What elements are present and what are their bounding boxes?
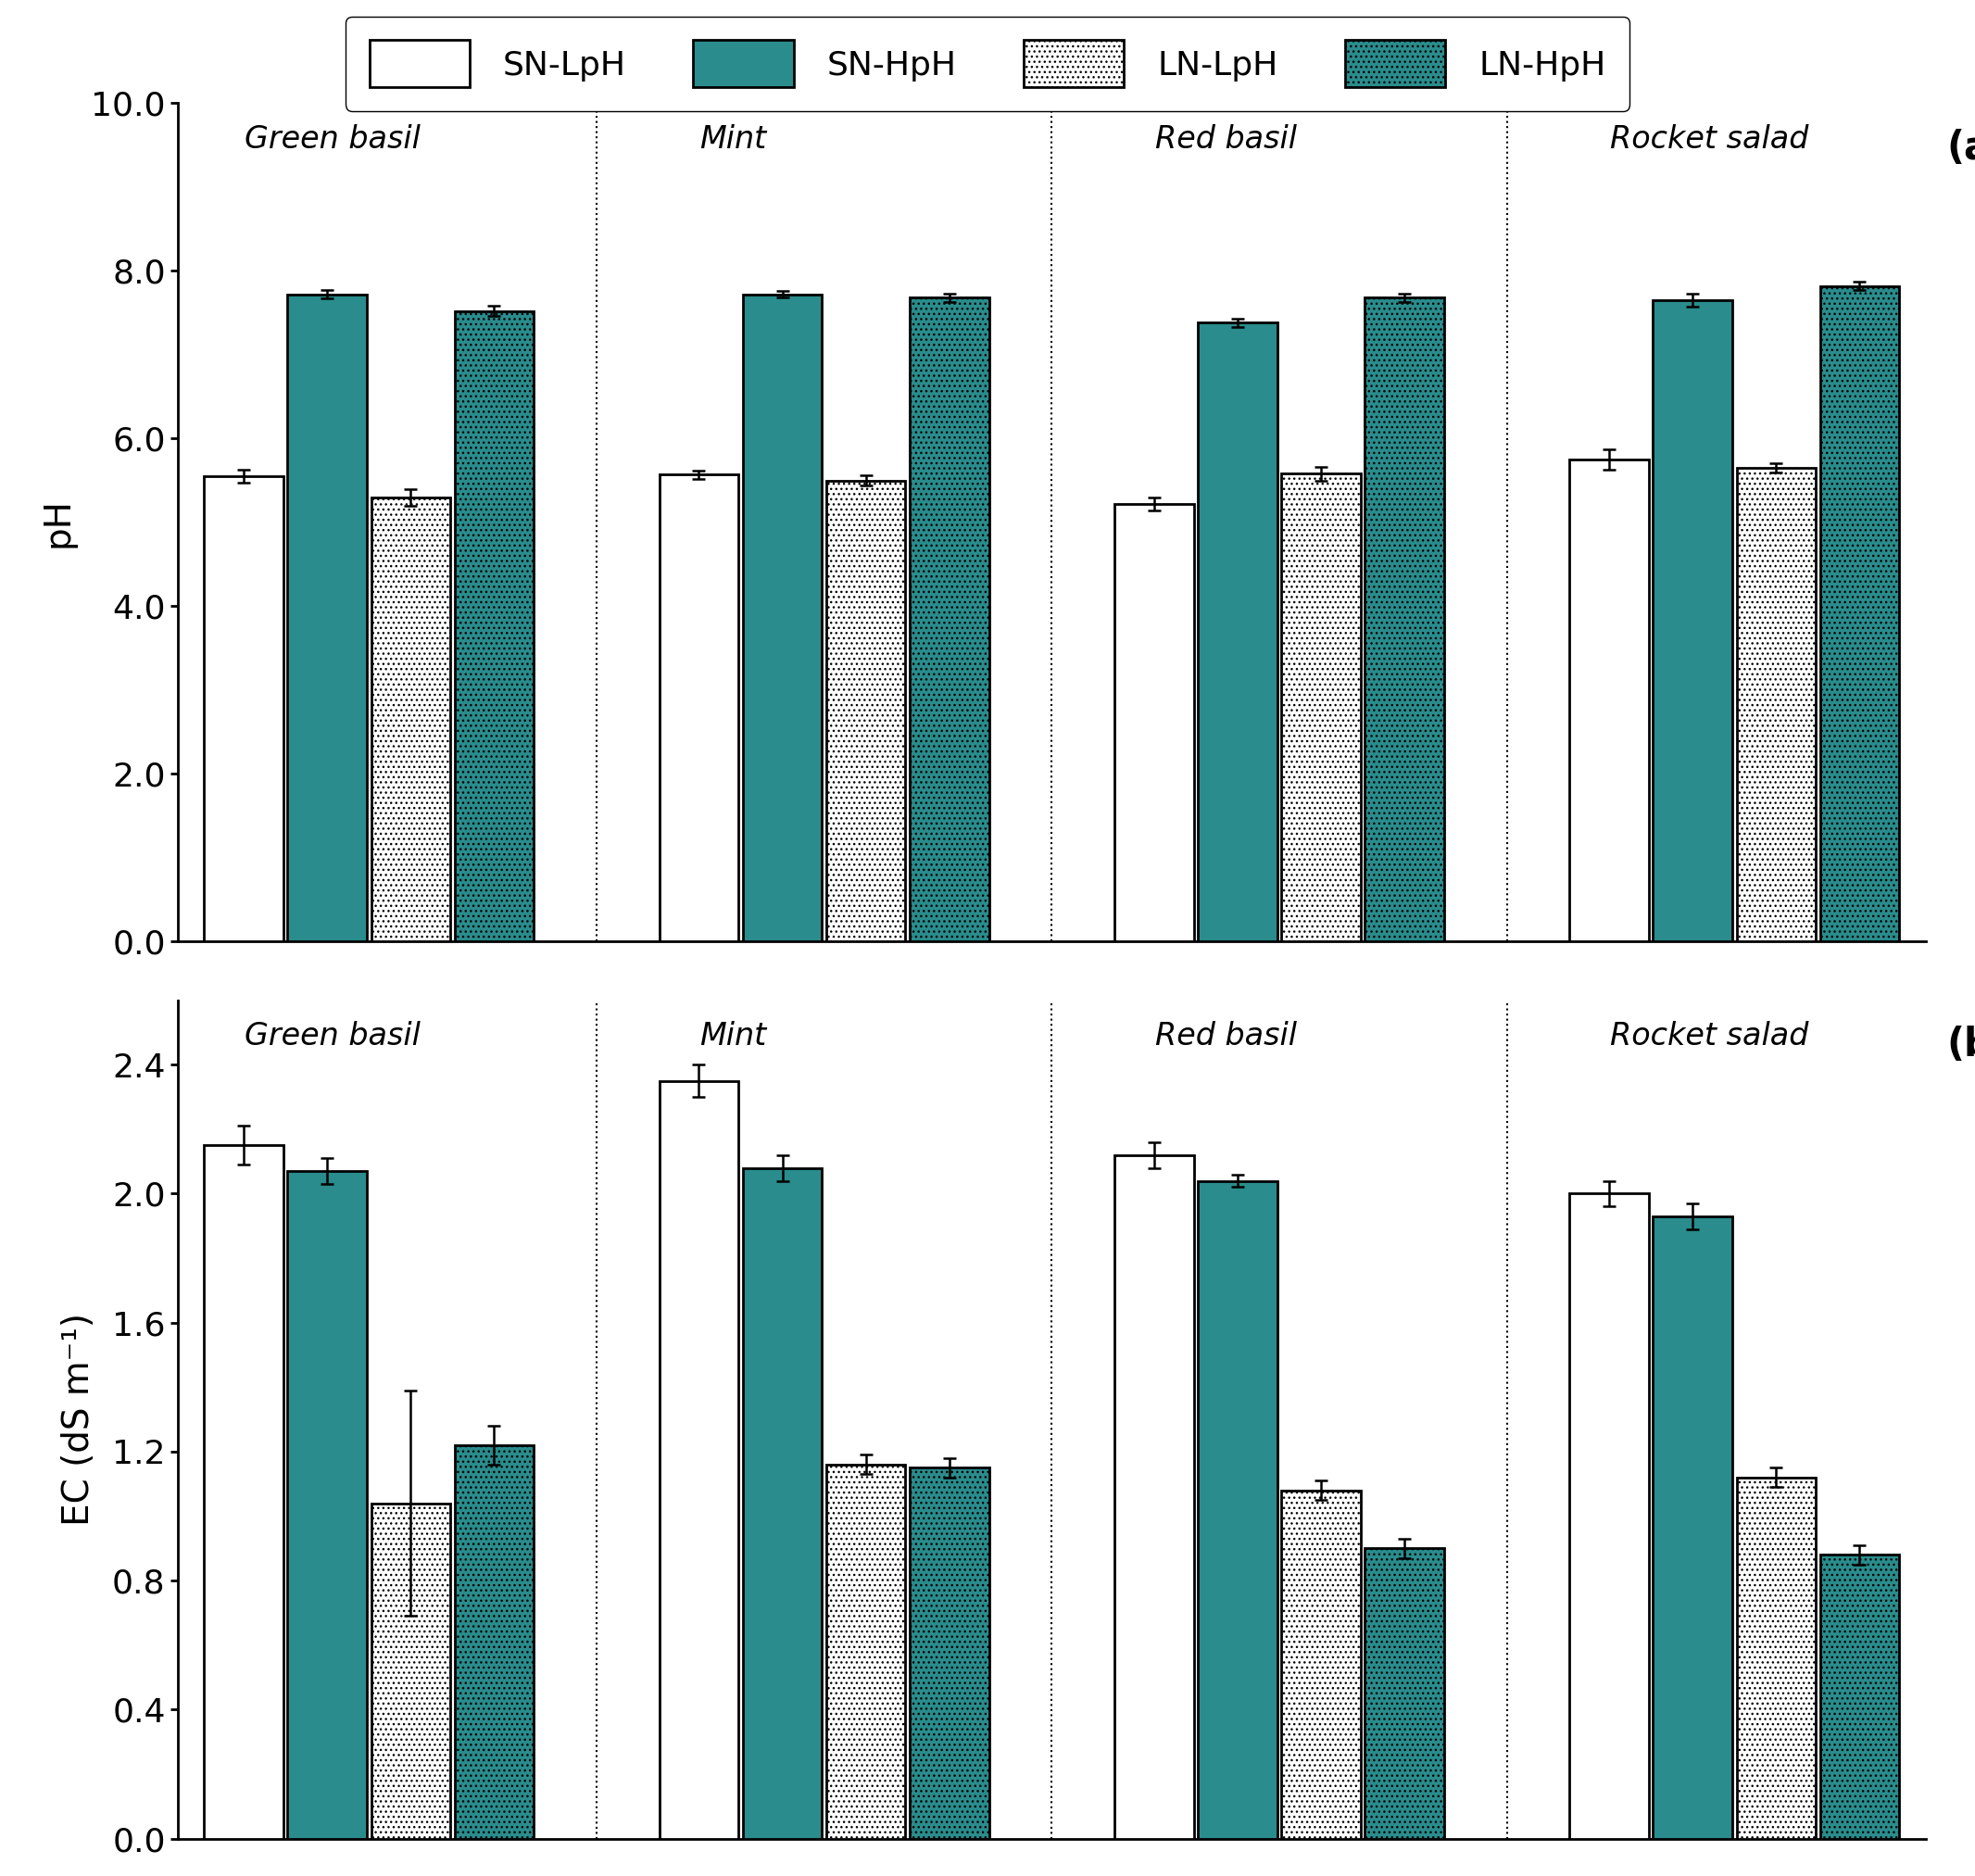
- Text: Rocket salad: Rocket salad: [1610, 124, 1809, 154]
- Bar: [1821, 1555, 1900, 1838]
- Text: Mint: Mint: [699, 124, 766, 154]
- Bar: [371, 497, 450, 942]
- Text: Green basil: Green basil: [245, 124, 421, 154]
- Y-axis label: EC (dS m⁻¹): EC (dS m⁻¹): [61, 1313, 97, 1525]
- Text: (a): (a): [1947, 128, 1975, 167]
- Text: Red basil: Red basil: [1155, 124, 1298, 154]
- Text: Green basil: Green basil: [245, 1021, 421, 1052]
- Bar: [743, 295, 822, 942]
- Text: Red basil: Red basil: [1155, 1021, 1298, 1052]
- Bar: [1365, 1548, 1444, 1838]
- Bar: [288, 1171, 367, 1838]
- Bar: [910, 298, 989, 942]
- Bar: [1653, 1216, 1732, 1838]
- Bar: [910, 1467, 989, 1838]
- Bar: [454, 1445, 533, 1838]
- Bar: [1570, 1193, 1649, 1838]
- Bar: [203, 477, 282, 942]
- Bar: [371, 1503, 450, 1838]
- Bar: [454, 311, 533, 942]
- Y-axis label: pH: pH: [40, 497, 75, 548]
- Bar: [1282, 475, 1361, 942]
- Text: (b): (b): [1947, 1026, 1975, 1064]
- Bar: [1736, 467, 1815, 942]
- Bar: [1821, 285, 1900, 942]
- Bar: [1365, 298, 1444, 942]
- Legend: SN-LpH, SN-HpH, LN-LpH, LN-HpH: SN-LpH, SN-HpH, LN-LpH, LN-HpH: [346, 17, 1629, 111]
- Bar: [1199, 1180, 1278, 1838]
- Bar: [660, 475, 739, 942]
- Bar: [1199, 323, 1278, 942]
- Text: Mint: Mint: [699, 1021, 766, 1052]
- Bar: [203, 1144, 282, 1838]
- Bar: [1570, 460, 1649, 942]
- Text: Rocket salad: Rocket salad: [1610, 1021, 1809, 1052]
- Bar: [826, 480, 905, 942]
- Bar: [1114, 505, 1193, 942]
- Bar: [1653, 300, 1732, 942]
- Bar: [826, 1465, 905, 1838]
- Bar: [1736, 1478, 1815, 1838]
- Bar: [743, 1169, 822, 1838]
- Bar: [1282, 1490, 1361, 1838]
- Bar: [288, 295, 367, 942]
- Bar: [660, 1081, 739, 1838]
- Bar: [1114, 1156, 1193, 1838]
